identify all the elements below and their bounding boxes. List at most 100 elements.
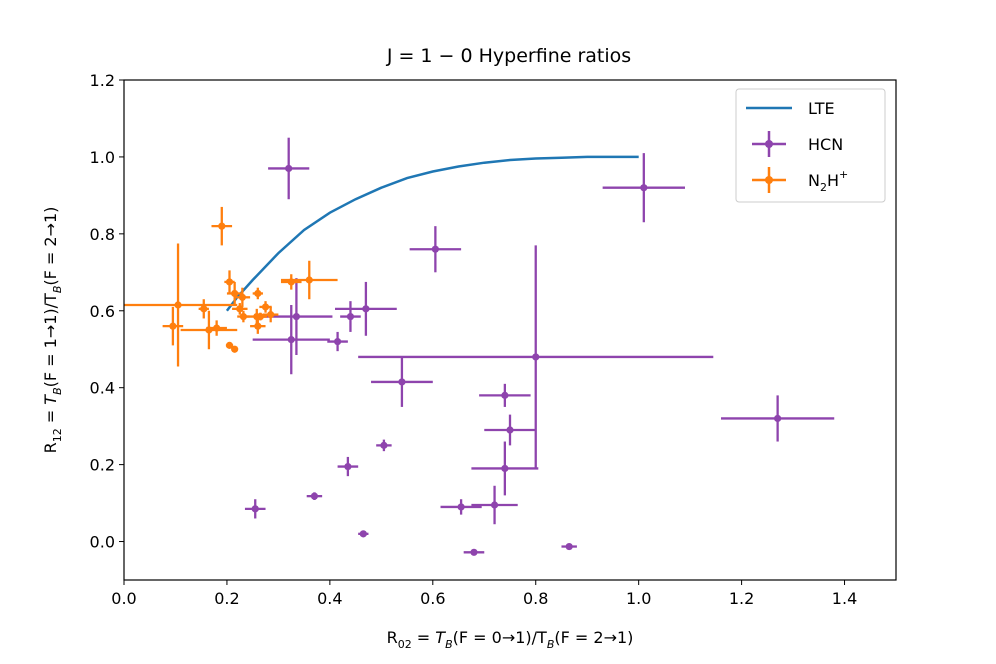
x-axis-ticks: 0.0 0.2 0.4 0.6 0.8 1.0 1.2 1.4 xyxy=(111,580,857,608)
y-axis-label: R12 = TB(F = 1→1)/TB(F = 2→1) xyxy=(41,207,64,454)
hcn-marker xyxy=(457,503,465,511)
n2hplus-point xyxy=(234,287,251,307)
y-tick-label: 0.2 xyxy=(90,456,115,475)
n2hplus-marker xyxy=(238,293,246,301)
hcn-point xyxy=(471,441,539,496)
n2hplus-marker xyxy=(236,305,244,313)
hcn-marker xyxy=(640,184,648,192)
hcn-marker xyxy=(359,530,367,538)
n2hplus-point xyxy=(280,260,338,300)
plot-marks xyxy=(124,137,835,556)
n2hplus-marker xyxy=(305,276,313,284)
n2hplus-marker xyxy=(256,312,264,321)
hcn-marker xyxy=(292,312,301,321)
n2hplus-marker xyxy=(254,322,262,330)
n2hplus-marker xyxy=(254,289,262,298)
hcn-point xyxy=(358,245,714,469)
hcn-point xyxy=(252,305,330,375)
x-tick-label: 0.8 xyxy=(523,589,548,608)
legend-n2hplus-label: N2H+ xyxy=(808,168,848,194)
hcn-point xyxy=(358,530,369,538)
n2hplus-marker xyxy=(225,278,234,286)
y-tick-label: 0.8 xyxy=(90,225,115,244)
hcn-marker xyxy=(251,505,259,513)
hcn-marker xyxy=(398,378,406,386)
hcn-marker xyxy=(380,441,388,449)
n2hplus-marker xyxy=(174,301,182,309)
axes-frame xyxy=(123,79,897,581)
legend-frame xyxy=(735,88,886,203)
n2hplus-point xyxy=(252,287,263,300)
hcn-point xyxy=(337,456,359,477)
hcn-point xyxy=(340,301,361,332)
n2hplus-marker xyxy=(267,311,275,319)
hcn-point xyxy=(479,383,531,407)
hcn-point xyxy=(463,548,485,556)
legend-hcn-swatch xyxy=(752,131,786,157)
hcn-point xyxy=(306,492,323,500)
hcn-marker xyxy=(490,501,499,509)
hcn-marker xyxy=(501,391,509,399)
n2hplus-marker xyxy=(231,289,239,298)
n2hplus-point xyxy=(232,303,248,315)
x-tick-label: 1.4 xyxy=(832,589,857,608)
hcn-marker xyxy=(310,492,319,500)
hcn-point xyxy=(376,439,392,452)
n2hplus-marker xyxy=(231,345,239,353)
x-tick-label: 0.6 xyxy=(420,589,445,608)
chart-title: J = 1 − 0 Hyperfine ratios xyxy=(386,45,631,67)
n2hplus-point xyxy=(206,320,227,336)
hcn-marker xyxy=(565,542,573,551)
hcn-point xyxy=(244,499,266,519)
hcn-marker xyxy=(774,414,782,423)
legend-lte-label: LTE xyxy=(808,99,835,118)
x-axis-label: R02 = TB(F = 0→1)/TB(F = 2→1) xyxy=(387,628,634,651)
x-tick-label: 0.2 xyxy=(214,589,239,608)
n2hplus-point xyxy=(231,345,239,353)
legend: LTE HCN N2H+ xyxy=(735,88,886,203)
y-tick-label: 1.2 xyxy=(90,71,115,90)
n2hplus-marker xyxy=(169,322,177,330)
hcn-marker xyxy=(287,336,295,344)
hcn-marker xyxy=(506,426,514,434)
hcn-point xyxy=(471,485,518,525)
y-tick-label: 0.0 xyxy=(90,533,115,552)
x-tick-label: 1.0 xyxy=(626,589,651,608)
n2hplus-marker xyxy=(225,341,234,349)
n2hplus-point xyxy=(250,318,266,334)
hcn-marker xyxy=(532,353,540,361)
hcn-point xyxy=(561,542,577,551)
hcn-marker xyxy=(344,462,352,471)
hcn-marker xyxy=(346,312,355,321)
n2hplus-point xyxy=(162,306,184,346)
lte-curve xyxy=(225,155,639,312)
plot-area xyxy=(124,137,835,556)
y-tick-label: 1.0 xyxy=(90,148,115,167)
n2hplus-marker xyxy=(218,222,226,230)
y-axis-ticks: 0.0 0.2 0.4 0.6 0.8 1.0 1.2 xyxy=(90,71,124,552)
n2hplus-point xyxy=(225,341,234,349)
hcn-marker xyxy=(501,464,509,473)
hcn-point xyxy=(335,281,397,336)
hcn-point xyxy=(602,153,685,223)
x-tick-label: 1.2 xyxy=(729,589,754,608)
hcn-marker xyxy=(362,305,370,313)
hcn-point xyxy=(440,499,482,515)
n2hplus-point xyxy=(124,243,238,367)
n2hplus-point xyxy=(211,206,233,246)
n2hplus-point xyxy=(226,281,243,305)
n2hplus-point xyxy=(198,299,209,319)
hcn-point xyxy=(409,226,462,273)
n2hplus-marker xyxy=(213,324,221,332)
y-tick-label: 0.4 xyxy=(90,379,115,398)
n2hplus-point xyxy=(255,312,266,321)
hcn-point xyxy=(268,137,310,200)
hcn-marker xyxy=(285,164,293,173)
hcn-point xyxy=(371,356,433,407)
hcn-point xyxy=(484,414,536,446)
n2hplus-marker xyxy=(261,303,270,311)
n2hplus-marker xyxy=(200,305,208,313)
legend-n2hplus-swatch xyxy=(752,167,786,193)
n2hplus-point xyxy=(224,270,235,294)
n2hplus-point xyxy=(262,306,279,323)
